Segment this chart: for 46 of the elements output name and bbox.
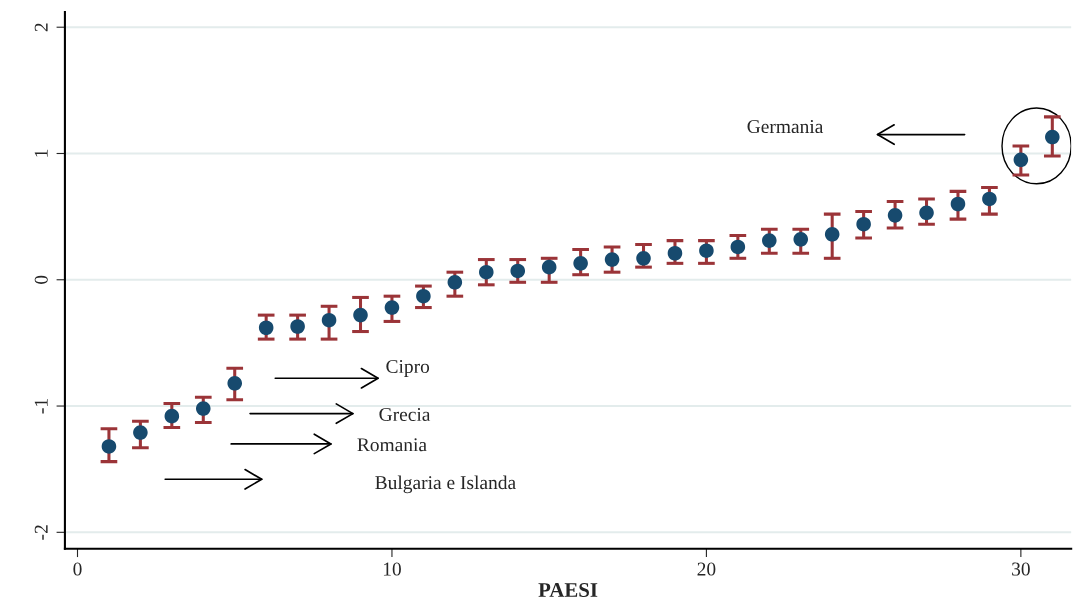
x-tick-label: 10	[383, 562, 401, 576]
point	[1045, 129, 1060, 145]
point	[321, 312, 337, 328]
point	[133, 425, 148, 440]
point	[196, 401, 211, 416]
point	[667, 245, 683, 261]
y-tick-label: -2	[34, 525, 48, 540]
point	[447, 275, 463, 290]
point	[730, 239, 746, 255]
point	[887, 208, 903, 223]
point	[919, 205, 934, 221]
x-axis-title: PAESI	[538, 583, 598, 597]
y-tick-label: 1	[34, 149, 48, 157]
y-tick-label: 0	[34, 275, 48, 284]
point	[762, 233, 777, 248]
y-tick-label: 2	[34, 23, 48, 32]
point	[101, 439, 117, 454]
point	[227, 376, 243, 391]
x-tick-label: 0	[73, 562, 82, 576]
point	[982, 191, 997, 207]
point	[353, 307, 368, 323]
point	[479, 264, 494, 280]
point	[824, 227, 840, 242]
y-tick-label: -1	[34, 399, 48, 414]
annotation: Bulgaria e Islanda	[375, 475, 516, 494]
point	[164, 408, 180, 424]
annotation: Cipro	[386, 359, 430, 377]
point	[699, 243, 714, 258]
annotation: Germania	[747, 120, 824, 134]
x-tick-label: 20	[697, 562, 716, 576]
point	[856, 216, 871, 232]
point	[573, 256, 588, 271]
annotation: Romania	[357, 438, 427, 452]
point	[950, 196, 966, 212]
point	[290, 319, 305, 334]
point	[510, 263, 526, 279]
point	[636, 251, 651, 266]
point	[384, 300, 400, 315]
point	[416, 288, 431, 304]
annotation: Grecia	[379, 407, 431, 422]
point	[793, 232, 809, 247]
point	[604, 252, 620, 267]
point	[541, 259, 557, 275]
point	[1013, 152, 1029, 168]
x-tick-label: 30	[1012, 562, 1030, 576]
point	[258, 320, 274, 336]
